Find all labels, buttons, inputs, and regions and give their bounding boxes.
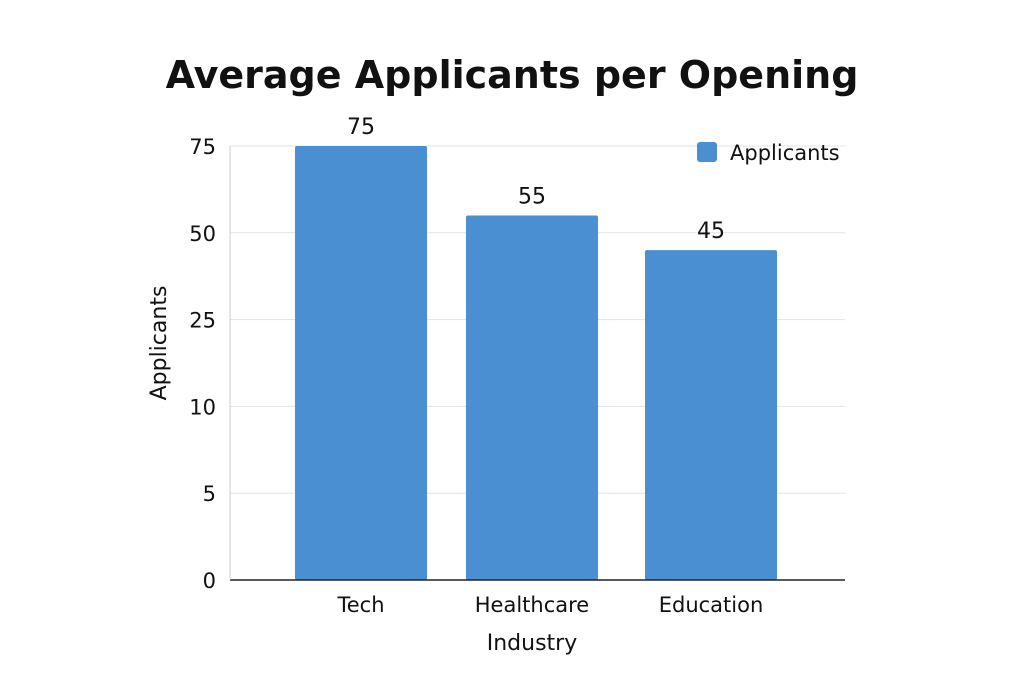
y-axis-label: Applicants	[147, 286, 172, 401]
data-label: 75	[347, 115, 375, 140]
x-tick-label: Tech	[336, 593, 384, 617]
y-tick-label: 5	[203, 482, 216, 506]
x-axis-label: Industry	[487, 631, 578, 656]
y-tick-label: 50	[189, 222, 216, 246]
legend-swatch	[697, 142, 717, 162]
legend: Applicants	[697, 141, 840, 165]
y-tick-label: 10	[189, 395, 216, 419]
x-tick-label: Education	[659, 593, 764, 617]
y-tick-label: 0	[203, 569, 216, 593]
y-tick-label: 25	[189, 309, 216, 333]
x-tick-label: Healthcare	[475, 593, 589, 617]
chart-title: Average Applicants per Opening	[166, 53, 859, 97]
bar-healthcare	[466, 215, 598, 580]
bar-tech	[295, 146, 427, 580]
data-label: 45	[697, 219, 725, 244]
y-tick-label: 75	[189, 135, 216, 159]
data-label: 55	[518, 184, 546, 209]
bar-education	[645, 250, 777, 580]
legend-label: Applicants	[730, 141, 840, 165]
